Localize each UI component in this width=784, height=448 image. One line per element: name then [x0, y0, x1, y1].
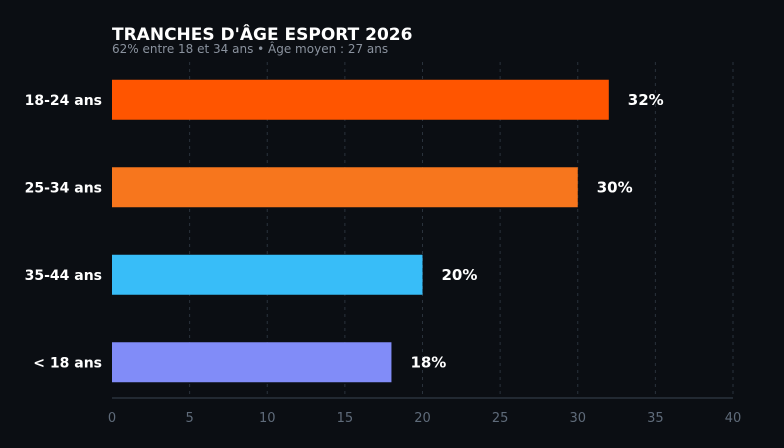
- x-tick-label: 40: [725, 411, 742, 426]
- value-label: 30%: [597, 178, 633, 196]
- x-tick-label: 15: [337, 411, 354, 426]
- value-label: 20%: [442, 266, 478, 284]
- bar: [112, 342, 392, 383]
- x-axis-ticks: 0 5 10 15 20 25 30 35 40: [108, 411, 741, 426]
- x-tick-label: 5: [185, 411, 193, 426]
- x-tick-label: 10: [259, 411, 276, 426]
- chart-title: TRANCHES D'ÂGE ESPORT 2026: [112, 23, 412, 45]
- bar: [112, 79, 609, 120]
- bar: [112, 254, 423, 295]
- x-tick-label: 35: [647, 411, 664, 426]
- x-tick-label: 20: [414, 411, 431, 426]
- category-label: 18-24 ans: [25, 93, 102, 109]
- bar: [112, 167, 578, 208]
- category-label: < 18 ans: [33, 355, 102, 371]
- bars: 18-24 ans 32% 25-34 ans 30% 35-44 ans 20% < 18…: [25, 79, 664, 383]
- grid-lines: [112, 62, 734, 399]
- category-label: 35-44 ans: [25, 268, 102, 284]
- x-tick-label: 0: [108, 411, 116, 426]
- x-tick-label: 25: [492, 411, 509, 426]
- category-label: 25-34 ans: [25, 180, 102, 196]
- x-tick-label: 30: [569, 411, 586, 426]
- chart-subtitle: 62% entre 18 et 34 ans • Âge moyen : 27 …: [112, 41, 388, 56]
- value-label: 32%: [628, 91, 664, 109]
- value-label: 18%: [410, 353, 446, 371]
